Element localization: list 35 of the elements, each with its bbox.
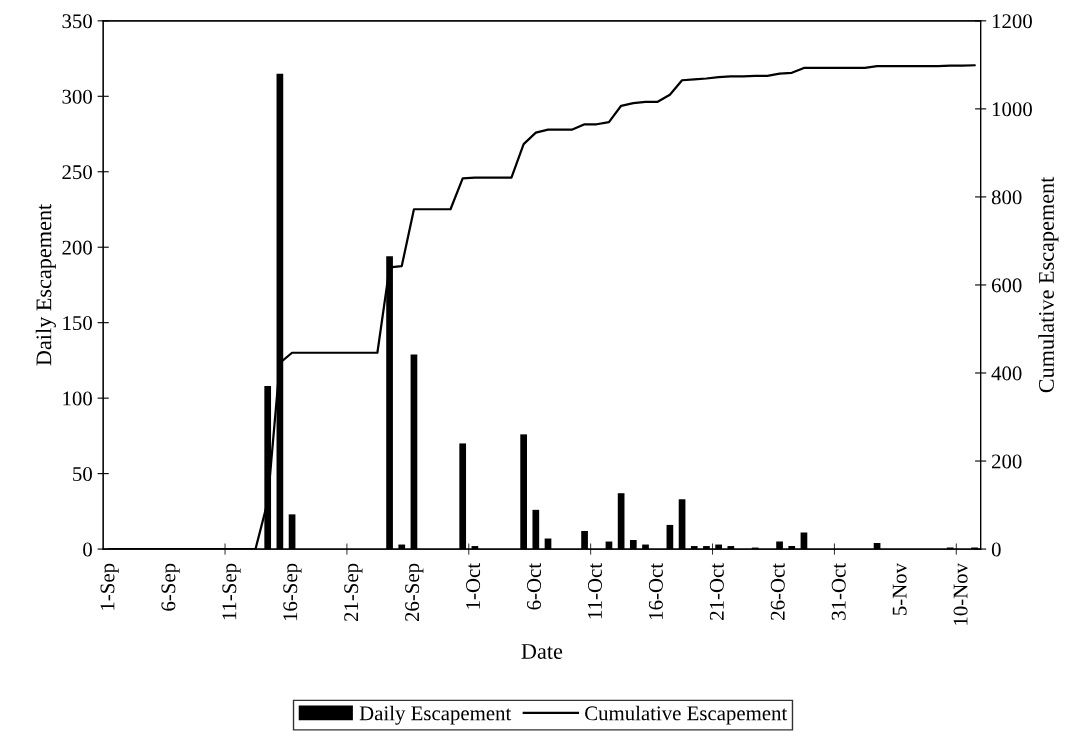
- x-tick-label: 21-Sep: [344, 563, 363, 622]
- x-tick-label: 6-Sep: [161, 563, 180, 611]
- y-tick-label: 350: [62, 14, 92, 29]
- y2-tick-label: 800: [991, 190, 1022, 205]
- x-tick-label: 11-Oct: [587, 563, 602, 619]
- x-tick-label: 26-Oct: [770, 563, 785, 620]
- legend-label: Cumulative Escapement: [585, 705, 788, 725]
- x-tick-label: 6-Oct: [527, 563, 542, 610]
- y2-tick-label: 1200: [992, 14, 1032, 29]
- x-tick-label: 21-Oct: [709, 563, 724, 620]
- y2-tick-label: 0: [991, 542, 1001, 557]
- y-tick-label: 250: [62, 165, 92, 180]
- x-axis-title: Date: [521, 644, 563, 659]
- y-tick-label: 50: [73, 466, 92, 482]
- y-axis-title: Daily Escapement: [35, 203, 56, 366]
- y2-tick-label: 400: [991, 366, 1022, 381]
- y-tick-label: 0: [83, 542, 92, 557]
- y2-tick-label: 200: [991, 454, 1022, 469]
- x-tick-label: 1-Oct: [466, 563, 481, 609]
- x-tick-label: 5-Nov: [892, 562, 907, 615]
- x-tick-label: 16-Sep: [283, 563, 302, 621]
- y2-tick-label: 1000: [992, 102, 1032, 117]
- y-tick-label: 100: [63, 391, 92, 406]
- y-tick-label: 200: [62, 240, 92, 255]
- y2-axis-title: Cumulative Escapement: [1038, 176, 1059, 393]
- y-tick-label: 300: [62, 89, 92, 104]
- x-tick-label: 26-Sep: [405, 563, 424, 622]
- y-tick-label: 150: [63, 316, 92, 331]
- y2-tick-label: 600: [991, 278, 1022, 293]
- x-tick-label: 11-Sep: [222, 563, 241, 620]
- x-tick-label: 16-Oct: [648, 563, 663, 619]
- x-tick-label: 1-Sep: [100, 563, 119, 610]
- legend-label: Daily Escapement: [359, 705, 512, 725]
- x-tick-label: 31-Oct: [831, 563, 846, 620]
- x-tick-label: 10-Nov: [953, 562, 968, 625]
